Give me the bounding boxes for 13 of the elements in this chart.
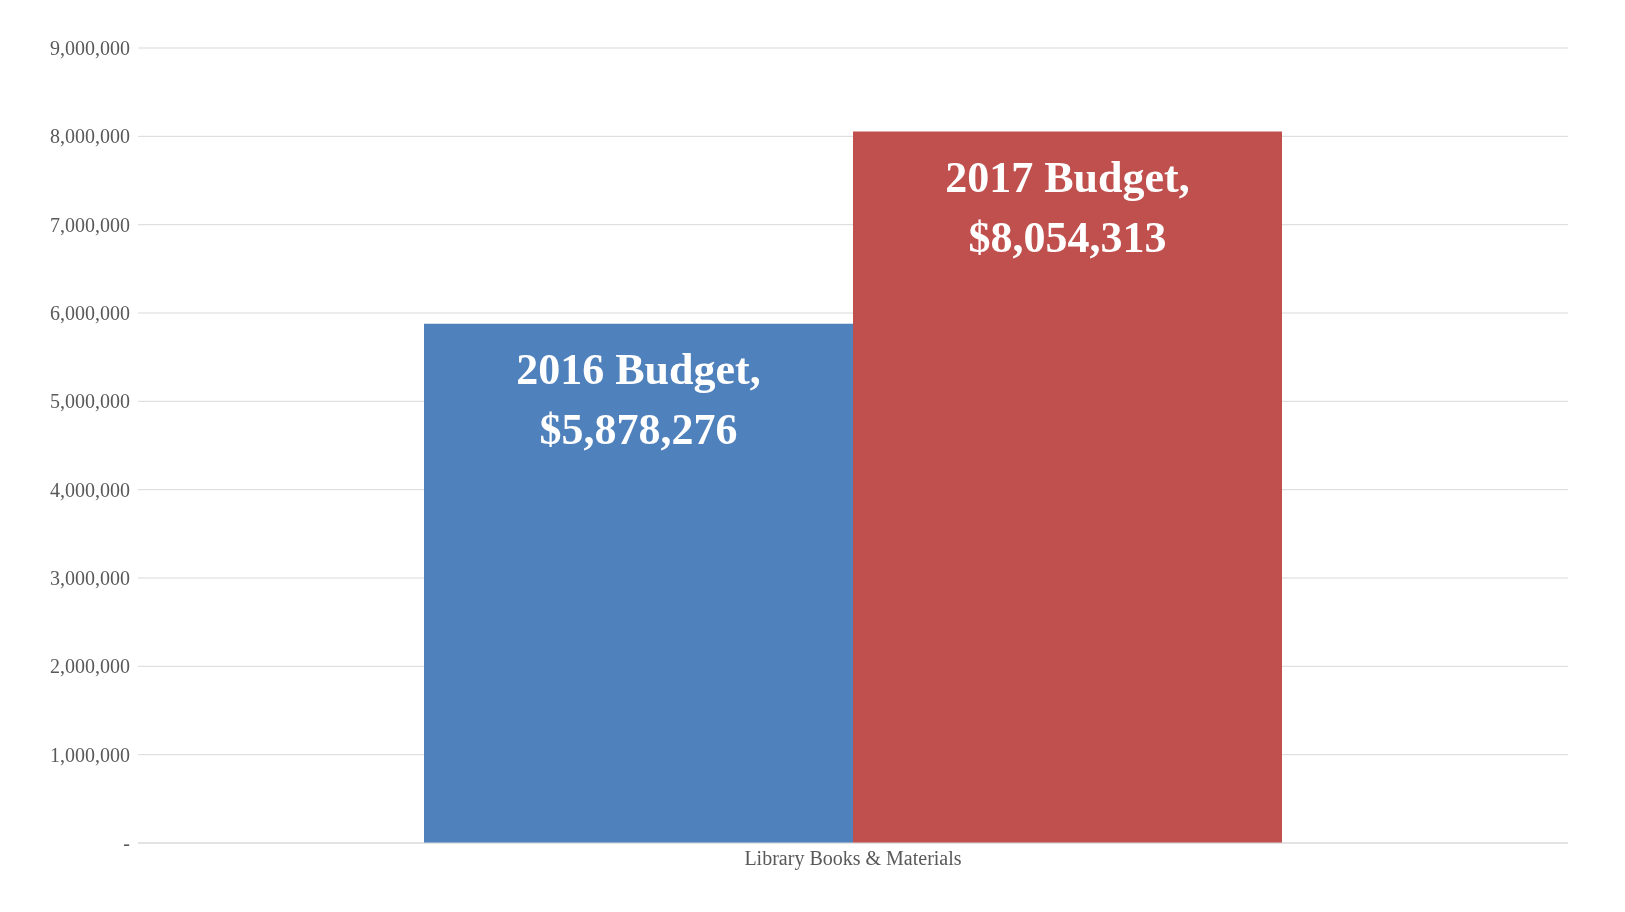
- x-tick-label: Library Books & Materials: [744, 847, 962, 871]
- data-label: 2017 Budget, $8,054,313: [945, 152, 1190, 262]
- y-tick-label: 2,000,000: [50, 655, 130, 678]
- data-label: 2016 Budget, $5,878,276: [516, 344, 761, 454]
- y-tick-label: 6,000,000: [50, 302, 130, 325]
- y-tick-label: 1,000,000: [50, 743, 130, 766]
- y-tick-label: 9,000,000: [50, 37, 130, 60]
- y-tick-label: 8,000,000: [50, 125, 130, 148]
- y-tick-label: 4,000,000: [50, 478, 130, 501]
- y-tick-label: 5,000,000: [50, 390, 130, 413]
- y-tick-label: 3,000,000: [50, 567, 130, 590]
- y-tick-label: -: [123, 832, 130, 855]
- y-tick-label: 7,000,000: [50, 213, 130, 236]
